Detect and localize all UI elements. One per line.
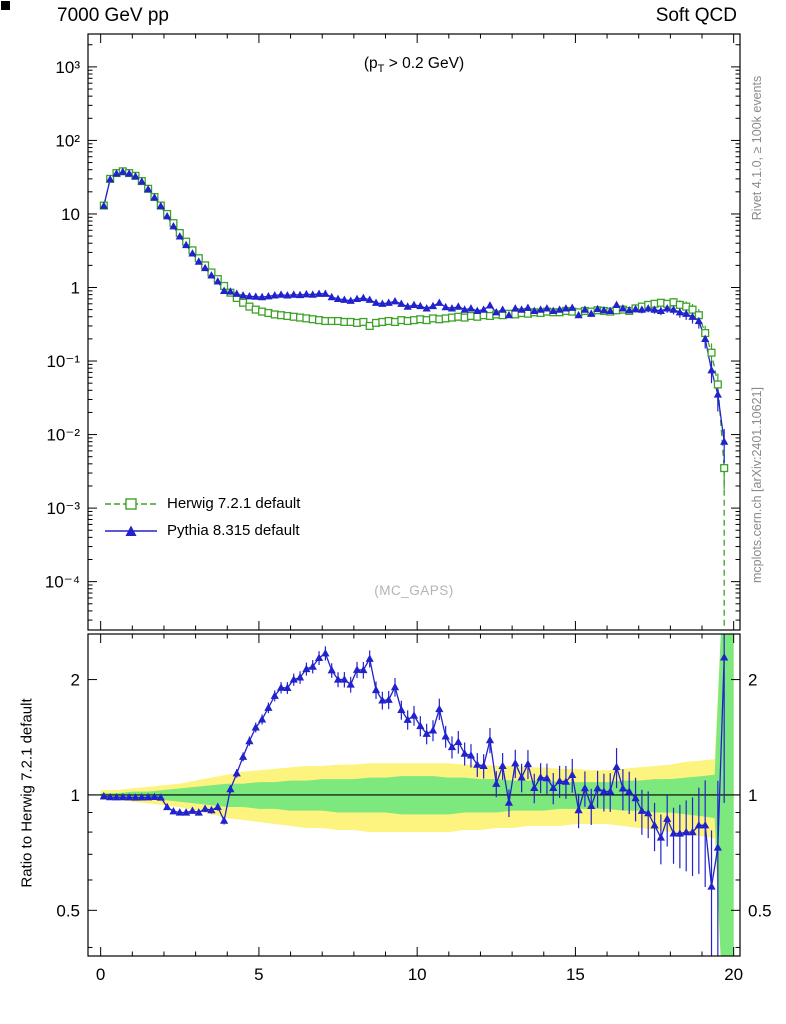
mcplots-arxiv-caption: mcplots.cern.ch [arXiv:2401.10621] [750, 387, 764, 583]
axis-tick-labels: 10³ 10² 10 1 10⁻¹ 10⁻² 10⁻³ 10⁻⁴ 2 2 1 1 0.5 0.5 0 5 10 1… [45, 58, 772, 984]
herwig-curve [103, 170, 725, 630]
svg-text:1: 1 [71, 278, 80, 297]
svg-text:10⁻¹: 10⁻¹ [46, 352, 80, 371]
legend-label-pythia: Pythia 8.315 default [167, 522, 300, 539]
cut-annotation: (pT > 0.2 GeV) [88, 55, 740, 75]
svg-text:2: 2 [748, 671, 757, 690]
svg-text:10⁻²: 10⁻² [46, 426, 80, 445]
svg-text:20: 20 [724, 965, 743, 984]
svg-text:10⁻⁴: 10⁻⁴ [45, 573, 80, 592]
svg-text:5: 5 [254, 965, 263, 984]
svg-text:10²: 10² [55, 131, 80, 150]
analysis-watermark: (MC_GAPS) [374, 583, 454, 598]
svg-text:10³: 10³ [55, 58, 80, 77]
title-process-group: Soft QCD [655, 5, 737, 26]
svg-text:1: 1 [748, 786, 757, 805]
cut-annotation-suffix: > 0.2 GeV) [384, 55, 465, 72]
svg-text:10⁻³: 10⁻³ [46, 499, 80, 518]
corner-marker [1, 1, 10, 10]
rivet-version-caption: Rivet 4.1.0, ≥ 100k events [750, 75, 764, 221]
pythia-legend-swatch [105, 525, 157, 536]
herwig-legend-swatch [105, 497, 157, 510]
legend-item-pythia: Pythia 8.315 default [103, 517, 300, 544]
main-frame [87, 33, 741, 631]
legend: Herwig 7.2.1 default Pythia 8.315 defaul… [103, 490, 300, 544]
cut-annotation-subscript: T [377, 63, 385, 76]
svg-text:2: 2 [71, 671, 80, 690]
legend-item-herwig: Herwig 7.2.1 default [103, 490, 300, 517]
title-beam-energy: 7000 GeV pp [57, 5, 169, 26]
uncertainty-bands [100, 634, 734, 956]
svg-text:0: 0 [96, 965, 105, 984]
axis-ticks [88, 34, 740, 956]
main-series [99, 167, 729, 630]
legend-label-herwig: Herwig 7.2.1 default [167, 495, 301, 512]
svg-text:1: 1 [71, 786, 80, 805]
ratio-axis-label: Ratio to Herwig 7.2.1 default [18, 698, 36, 888]
svg-text:15: 15 [566, 965, 585, 984]
svg-text:0.5: 0.5 [748, 901, 772, 920]
svg-text:10: 10 [61, 205, 80, 224]
filled-triangle-icon [125, 525, 137, 536]
inner-uncertainty-band [100, 634, 734, 956]
cut-annotation-prefix: (p [363, 55, 378, 72]
ratio-series [99, 634, 729, 956]
open-square-icon [125, 497, 137, 510]
svg-text:10: 10 [408, 965, 427, 984]
svg-text:0.5: 0.5 [56, 901, 80, 920]
